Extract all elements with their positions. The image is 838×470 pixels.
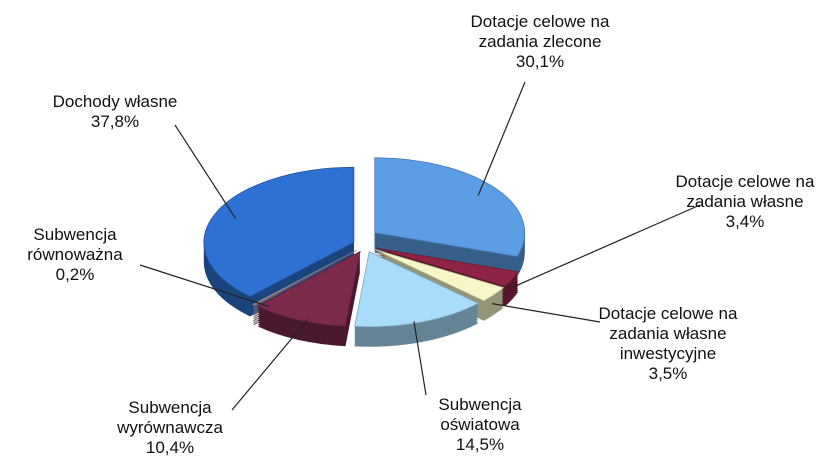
leader-line (413, 321, 427, 396)
slice-top (375, 247, 519, 287)
leader-line (139, 264, 270, 308)
leader-line (477, 81, 526, 196)
slice-top (354, 251, 480, 328)
slice (374, 157, 526, 277)
slice (203, 166, 355, 317)
category-label: Subwencja wyrównawcza (117, 398, 223, 437)
category-label: Dotacje celowe na zadania zlecone (470, 12, 610, 51)
value-label: 0,2% (55, 265, 95, 284)
leader-line (174, 124, 237, 219)
slice-top (374, 157, 526, 257)
slice-top (374, 248, 505, 302)
value-label: 10,4% (145, 438, 195, 457)
data-label: Subwencja wyrównawcza 10,4% (100, 398, 240, 458)
leader-line (231, 319, 309, 411)
category-label: Subwencja równoważna (27, 225, 123, 264)
category-label: Dochody własne (52, 92, 178, 111)
slice-side (252, 252, 357, 308)
slice (256, 250, 361, 347)
slice-top (256, 250, 361, 327)
slice (354, 251, 480, 347)
category-label: Subwencja oświatowa (438, 395, 522, 434)
data-label: Subwencja oświatowa 14,5% (420, 395, 540, 455)
value-label: 37,8% (90, 112, 140, 131)
value-label: 14,5% (455, 435, 505, 454)
value-label: 30,1% (515, 52, 565, 71)
value-label: 3,4% (725, 212, 765, 231)
leader-line (509, 204, 701, 290)
value-label: 3,5% (648, 364, 688, 383)
data-label: Dochody własne 37,8% (30, 92, 200, 132)
slice-top (203, 166, 355, 297)
slice-top (252, 249, 357, 306)
category-label: Dotacje celowe na zadania własne (675, 172, 815, 211)
data-label: Dotacje celowe na zadania własne 3,4% (655, 172, 835, 232)
leader-line (491, 303, 601, 323)
data-label: Dotacje celowe na zadania własne inwesty… (578, 304, 758, 384)
category-label: Dotacje celowe na zadania własne inwesty… (598, 304, 738, 363)
data-label: Subwencja równoważna 0,2% (15, 225, 135, 285)
data-label: Dotacje celowe na zadania zlecone 30,1% (450, 12, 630, 72)
